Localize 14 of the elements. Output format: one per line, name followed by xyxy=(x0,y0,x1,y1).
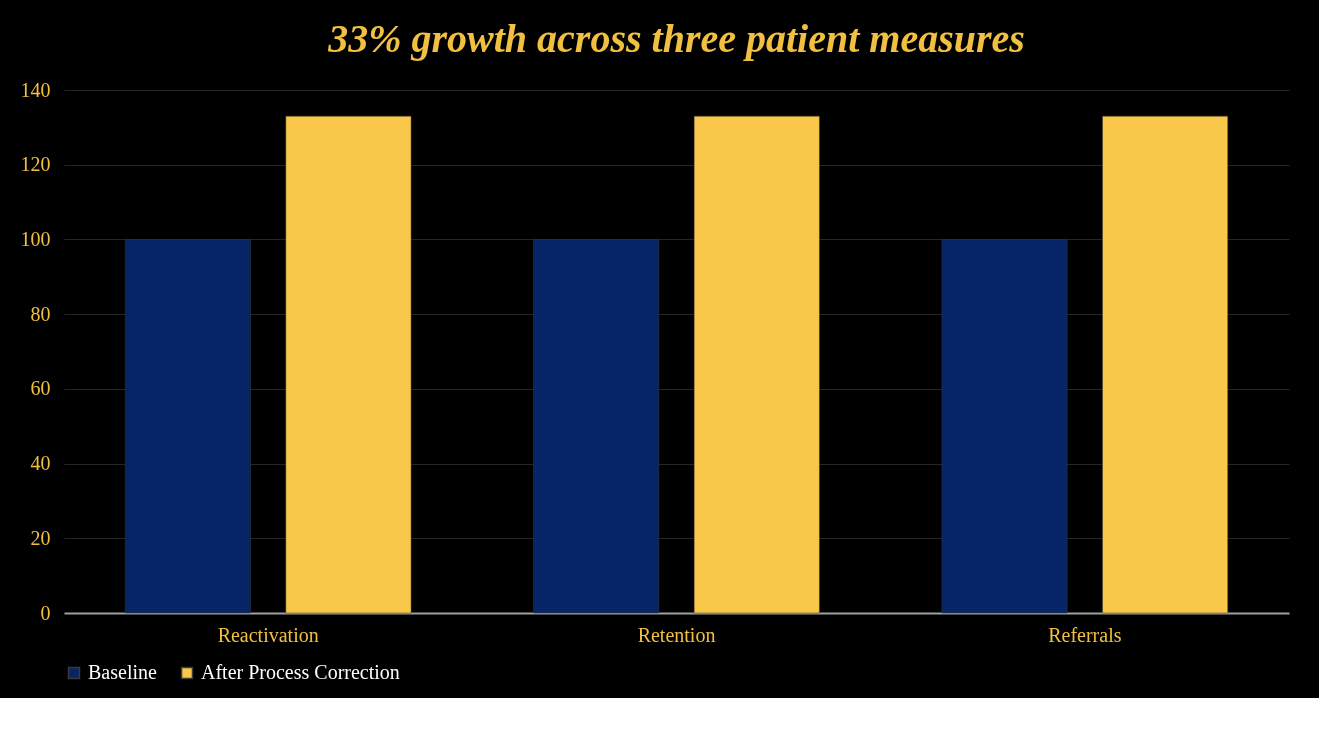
y-tick-label: 120 xyxy=(20,153,51,176)
y-tick-label: 60 xyxy=(30,377,51,400)
chart-title: 33% growth across three patient measures xyxy=(327,16,1025,61)
y-tick-label: 80 xyxy=(30,302,51,325)
x-tick-label: Reactivation xyxy=(217,623,319,646)
legend-label: Baseline xyxy=(88,661,157,683)
x-tick-label: Retention xyxy=(637,623,716,646)
x-tick-label: Referrals xyxy=(1048,623,1122,646)
y-tick-label: 40 xyxy=(30,452,51,475)
y-tick-label: 100 xyxy=(20,227,51,250)
y-tick-label: 20 xyxy=(30,526,51,549)
y-tick-label: 0 xyxy=(40,601,51,624)
y-tick-label: 140 xyxy=(20,78,51,101)
legend-label: After Process Correction xyxy=(201,661,400,683)
